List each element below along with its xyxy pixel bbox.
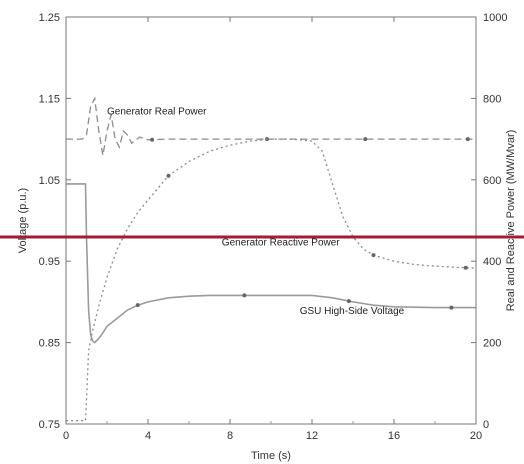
series-marker-0 [150, 137, 155, 142]
y-left-tick-label: 0.95 [39, 256, 60, 268]
series-annotation: Generator Reactive Power [222, 238, 341, 249]
x-tick-label: 8 [227, 430, 233, 442]
series-marker-2 [346, 299, 351, 304]
series-marker-1 [463, 265, 468, 270]
x-axis-title: Time (s) [251, 450, 291, 462]
x-tick-label: 0 [63, 430, 69, 442]
series-marker-1 [166, 173, 171, 178]
series-marker-2 [135, 303, 140, 308]
y-left-tick-label: 1.15 [39, 93, 60, 105]
series-annotation: GSU High-Side Voltage [300, 306, 405, 317]
series-annotation: Generator Real Power [107, 107, 207, 118]
series-marker-2 [242, 293, 247, 298]
y-right-tick-label: 200 [483, 338, 501, 350]
labels-layer: 0 4 8 12 16 20 0.75 0.85 0.95 1.05 1.15 1.25 0 200 400… [39, 12, 508, 442]
series-line-1 [66, 138, 477, 422]
annotation-layer: Generator Real Power Generator Reactive P… [107, 107, 405, 317]
y-right-tick-label: 0 [483, 419, 489, 431]
y-right-tick-label: 1000 [483, 12, 507, 24]
x-tick-label: 12 [306, 430, 318, 442]
y-left-tick-label: 1.25 [39, 12, 60, 24]
series-line-0 [66, 96, 476, 156]
series-marker-2 [449, 305, 454, 310]
y-axis-title-left: Voltage (p.u.) [17, 188, 29, 253]
y-left-tick-label: 0.85 [39, 338, 60, 350]
series-line-2 [66, 183, 476, 344]
y-left-tick-label: 0.75 [39, 419, 60, 431]
y-axis-title-right: Real and Reactive Power (MW/Mvar) [505, 130, 517, 312]
y-left-tick-label: 1.05 [39, 175, 60, 187]
series-layer [66, 96, 477, 422]
series-marker-1 [371, 253, 376, 258]
x-tick-label: 4 [145, 430, 151, 442]
y-right-tick-label: 800 [483, 93, 501, 105]
y-right-tick-label: 600 [483, 175, 501, 187]
x-tick-label: 16 [388, 430, 400, 442]
y-right-tick-label: 400 [483, 256, 501, 268]
ticks-layer [65, 16, 477, 425]
series-marker-0 [363, 137, 368, 142]
x-tick-label: 20 [470, 430, 482, 442]
series-marker-0 [465, 137, 470, 142]
plot-frame [65, 16, 477, 425]
